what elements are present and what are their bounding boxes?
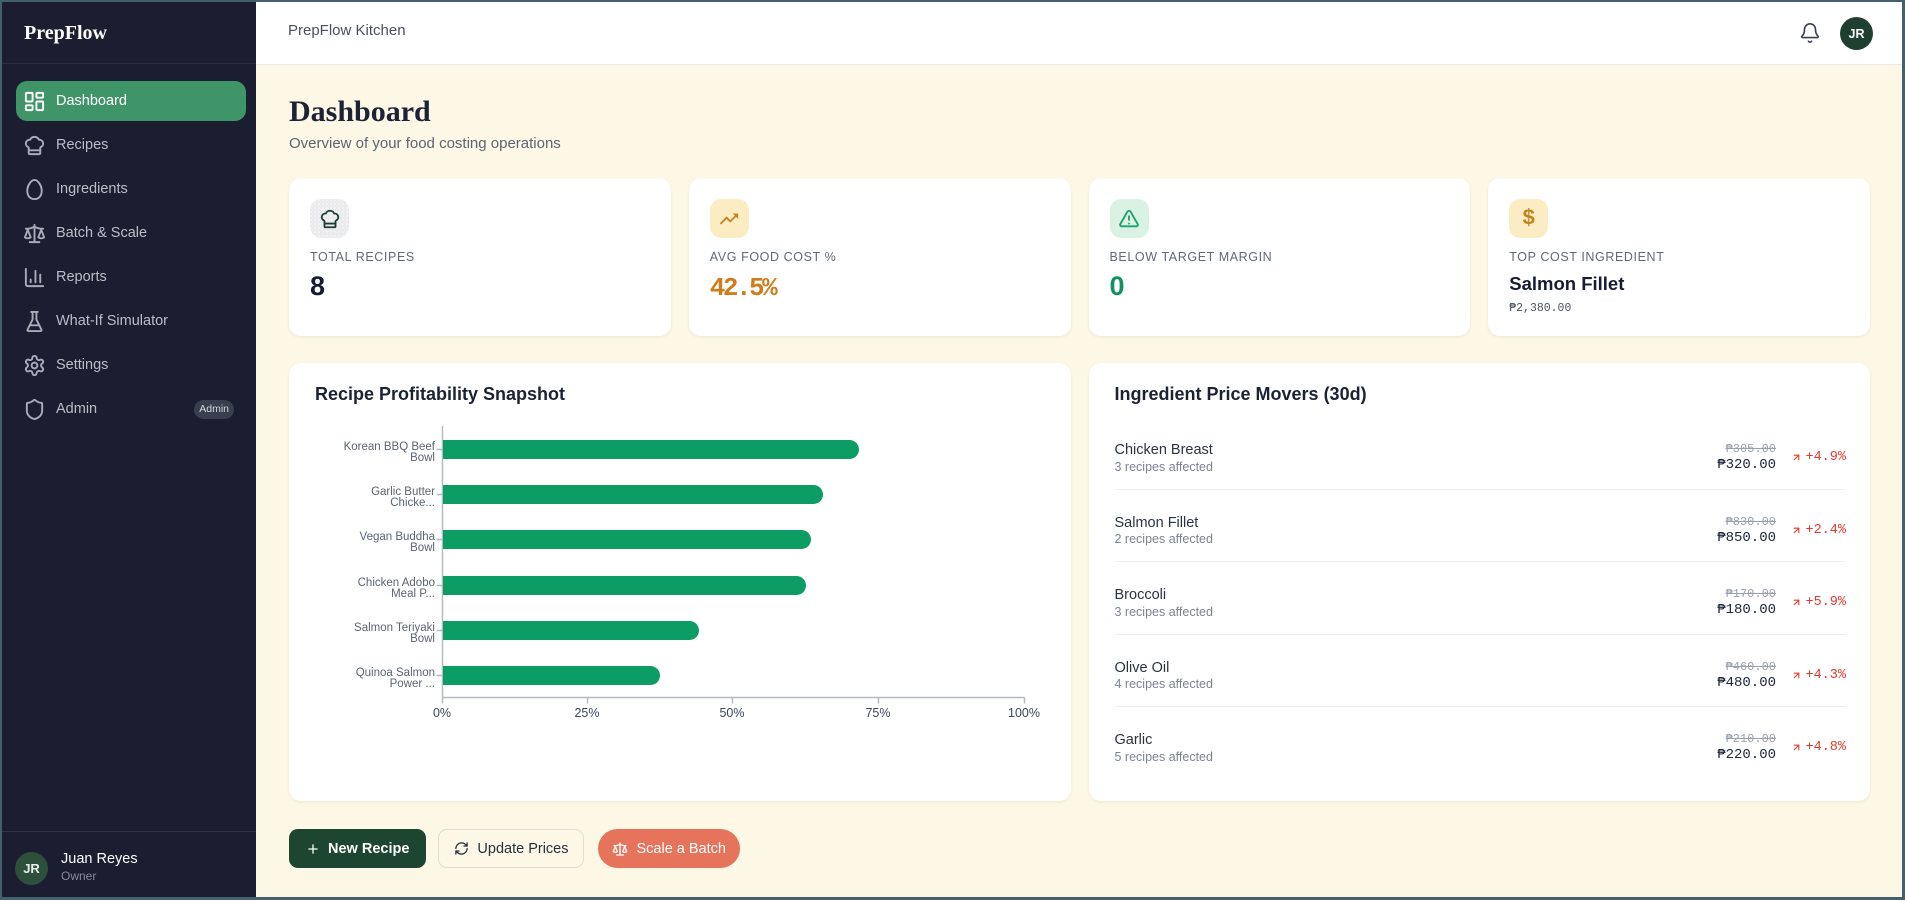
svg-text:50%: 50% (719, 706, 744, 720)
svg-text:Chicken Adobo: Chicken Adobo (358, 577, 435, 589)
svg-text:Bowl: Bowl (410, 542, 435, 554)
svg-text:Quinoa Salmon: Quinoa Salmon (356, 667, 435, 679)
svg-text:Power ...: Power ... (390, 678, 435, 690)
svg-text:Bowl: Bowl (410, 452, 435, 464)
svg-text:0%: 0% (433, 706, 451, 720)
svg-text:Garlic Butter: Garlic Butter (371, 486, 435, 498)
svg-text:Vegan Buddha: Vegan Buddha (360, 531, 436, 543)
svg-text:75%: 75% (865, 706, 890, 720)
svg-text:Meal P...: Meal P... (391, 588, 435, 600)
svg-text:100%: 100% (1008, 706, 1040, 720)
svg-text:Salmon Teriyaki: Salmon Teriyaki (354, 622, 435, 634)
svg-text:Korean BBQ Beef: Korean BBQ Beef (344, 441, 436, 453)
svg-text:Bowl: Bowl (410, 633, 435, 645)
svg-text:25%: 25% (574, 706, 599, 720)
svg-text:Chicke...: Chicke... (390, 497, 435, 509)
